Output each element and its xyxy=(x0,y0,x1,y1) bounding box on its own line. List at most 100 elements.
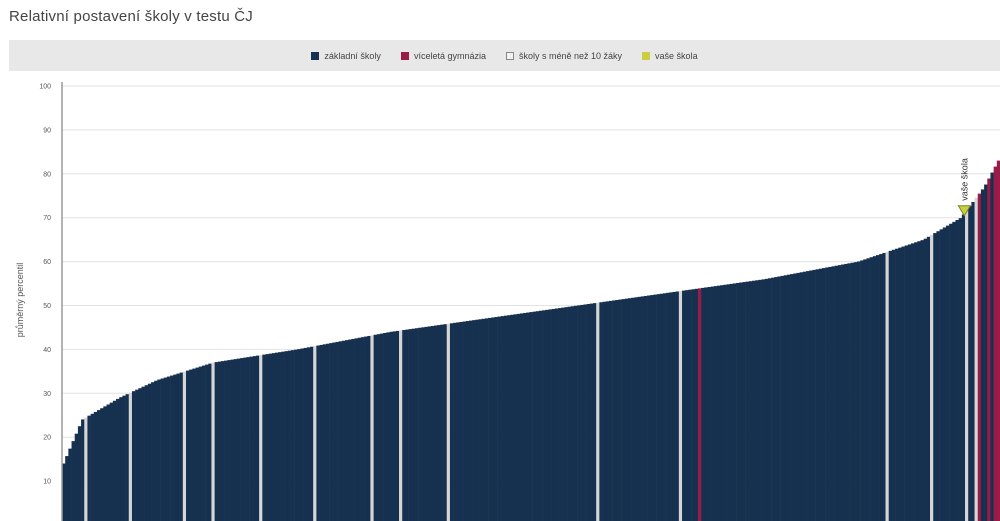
bar xyxy=(319,344,324,521)
bar xyxy=(176,373,180,521)
legend-item[interactable]: školy s méně než 10 žáky xyxy=(505,51,622,61)
bar xyxy=(306,347,311,521)
bar xyxy=(678,291,683,521)
bar xyxy=(513,314,517,521)
bar xyxy=(847,263,851,521)
bar xyxy=(939,229,944,521)
bar xyxy=(421,327,425,521)
bar xyxy=(81,419,85,521)
bar xyxy=(497,316,502,521)
bar xyxy=(936,231,940,521)
bar xyxy=(246,357,250,521)
bar xyxy=(637,296,641,521)
bar xyxy=(519,313,524,521)
bar xyxy=(736,282,740,521)
legend-label: vaše škola xyxy=(655,50,698,61)
bar xyxy=(240,358,244,521)
bar xyxy=(249,356,254,521)
bar xyxy=(612,300,616,521)
bar xyxy=(443,324,448,521)
bar xyxy=(456,322,460,521)
bar xyxy=(125,394,130,521)
bar xyxy=(112,400,117,521)
bar xyxy=(742,282,746,521)
bar xyxy=(265,354,269,521)
bar xyxy=(262,354,266,521)
bar xyxy=(529,312,533,521)
y-tick-label: 50 xyxy=(43,303,51,310)
bar xyxy=(980,189,985,521)
bar xyxy=(116,398,120,521)
bar xyxy=(405,329,409,521)
bar xyxy=(488,317,492,521)
bar xyxy=(545,309,549,521)
bar xyxy=(567,306,572,521)
bar xyxy=(554,308,559,521)
bar xyxy=(523,312,527,521)
bar xyxy=(723,284,727,521)
bar xyxy=(195,367,200,521)
bar xyxy=(891,249,896,521)
bar xyxy=(564,307,568,521)
bar xyxy=(186,370,190,521)
bar xyxy=(481,318,486,521)
bar xyxy=(729,283,734,521)
y-tick-label: 90 xyxy=(43,127,51,134)
legend-item[interactable]: víceletá gymnázia xyxy=(400,50,486,61)
bar xyxy=(303,347,308,521)
bar xyxy=(573,305,578,521)
bar xyxy=(834,265,839,521)
bar xyxy=(386,332,390,521)
bar xyxy=(74,433,79,521)
bar xyxy=(955,220,959,521)
bar xyxy=(93,411,98,521)
bar xyxy=(243,357,247,521)
bar xyxy=(399,330,403,521)
bar xyxy=(780,275,785,521)
bar xyxy=(904,245,909,521)
bar xyxy=(583,304,587,521)
bar xyxy=(87,415,91,521)
bar xyxy=(516,313,521,521)
bar xyxy=(478,319,483,521)
y-tick-label: 30 xyxy=(43,391,51,398)
bar xyxy=(952,221,956,521)
bar xyxy=(84,417,88,521)
bar xyxy=(767,278,772,521)
bar xyxy=(484,318,489,521)
bar xyxy=(589,303,594,521)
bar xyxy=(109,402,114,521)
bar xyxy=(325,343,330,521)
bar xyxy=(411,328,416,521)
bar xyxy=(278,352,282,521)
bar xyxy=(806,271,810,521)
bar xyxy=(351,338,355,521)
bar xyxy=(570,306,575,521)
bar xyxy=(224,360,228,521)
bar xyxy=(615,299,619,521)
bar xyxy=(599,302,603,521)
bar xyxy=(408,329,413,521)
bar xyxy=(914,242,918,521)
bar xyxy=(726,284,731,521)
bar xyxy=(205,364,209,521)
bar xyxy=(815,269,820,521)
legend-item[interactable]: vaše škola xyxy=(642,51,698,61)
bar xyxy=(430,325,435,521)
bar xyxy=(627,298,632,521)
bar xyxy=(348,339,352,521)
bar xyxy=(930,234,934,521)
bar xyxy=(214,362,219,521)
bar xyxy=(608,300,613,521)
bar xyxy=(860,260,864,521)
bar xyxy=(151,382,155,521)
your-school-marker xyxy=(957,205,972,217)
bar xyxy=(179,372,184,521)
bar xyxy=(275,352,279,521)
legend-item[interactable]: základní školy xyxy=(311,51,381,61)
y-tick-label: 10 xyxy=(43,479,51,486)
legend-label: víceletá gymnázia xyxy=(413,50,486,61)
bar xyxy=(558,308,562,521)
bar xyxy=(236,358,241,521)
bar xyxy=(77,426,82,521)
